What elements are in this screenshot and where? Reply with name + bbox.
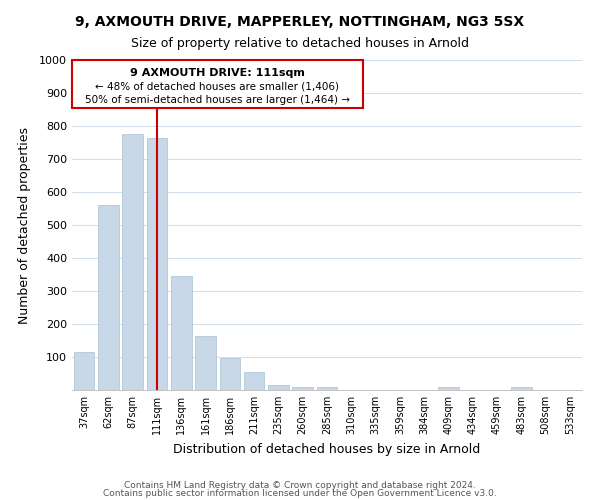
FancyBboxPatch shape [72, 60, 362, 108]
Text: ← 48% of detached houses are smaller (1,406): ← 48% of detached houses are smaller (1,… [95, 82, 340, 92]
Bar [146, 138, 167, 390]
Text: Contains HM Land Registry data © Crown copyright and database right 2024.: Contains HM Land Registry data © Crown c… [124, 480, 476, 490]
Bar [292, 388, 313, 390]
Bar [244, 372, 265, 390]
Bar [98, 205, 119, 390]
Text: Contains public sector information licensed under the Open Government Licence v3: Contains public sector information licen… [103, 490, 497, 498]
Bar [511, 388, 532, 390]
Text: Size of property relative to detached houses in Arnold: Size of property relative to detached ho… [131, 38, 469, 51]
Bar [74, 352, 94, 390]
Text: 9 AXMOUTH DRIVE: 111sqm: 9 AXMOUTH DRIVE: 111sqm [130, 68, 305, 78]
Bar [171, 276, 191, 390]
Bar [122, 134, 143, 390]
Bar [268, 385, 289, 390]
Y-axis label: Number of detached properties: Number of detached properties [18, 126, 31, 324]
Text: 9, AXMOUTH DRIVE, MAPPERLEY, NOTTINGHAM, NG3 5SX: 9, AXMOUTH DRIVE, MAPPERLEY, NOTTINGHAM,… [76, 15, 524, 29]
Bar [438, 388, 459, 390]
Bar [317, 388, 337, 390]
Bar [220, 358, 240, 390]
Text: 50% of semi-detached houses are larger (1,464) →: 50% of semi-detached houses are larger (… [85, 94, 350, 104]
X-axis label: Distribution of detached houses by size in Arnold: Distribution of detached houses by size … [173, 442, 481, 456]
Bar [195, 336, 216, 390]
